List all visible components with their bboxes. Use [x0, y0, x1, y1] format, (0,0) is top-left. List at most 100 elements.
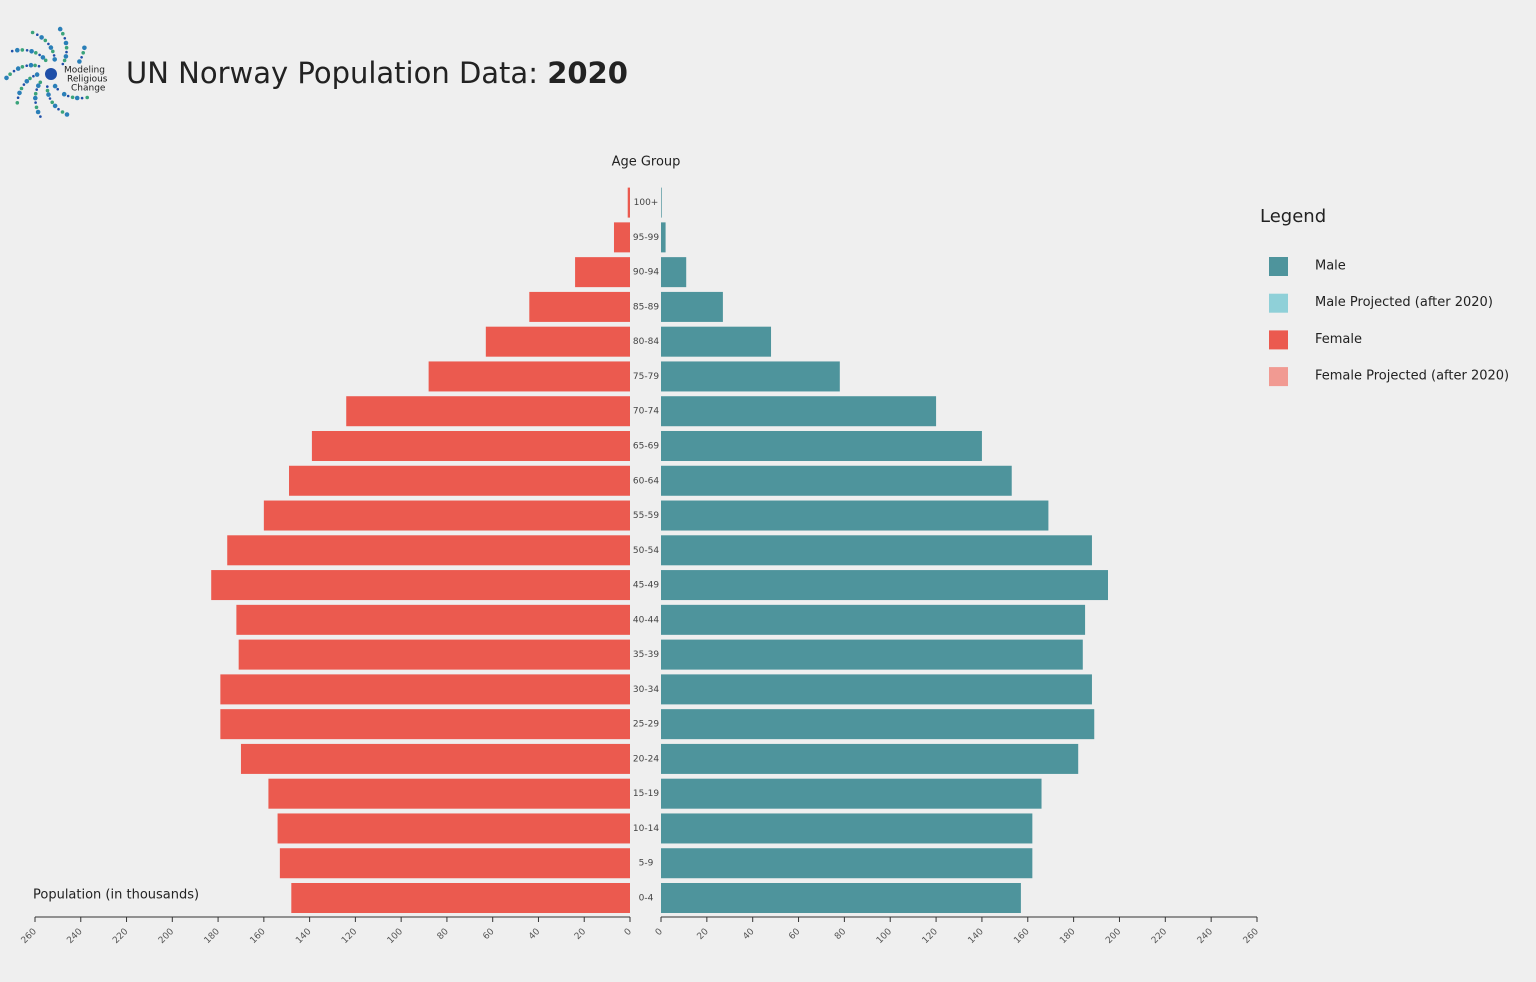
legend-swatch	[1269, 367, 1288, 387]
x-tick-label: 220	[111, 927, 130, 946]
logo-dot	[47, 42, 50, 46]
logo-dot	[74, 95, 80, 101]
logo-dot	[61, 91, 67, 97]
logo-dot	[46, 92, 51, 97]
bar	[661, 396, 937, 427]
bar	[428, 361, 630, 392]
logo-text: Religious	[67, 75, 108, 85]
logo-dot	[52, 103, 58, 109]
bar	[263, 500, 630, 531]
logo-dot	[20, 48, 25, 52]
x-tick-label: 240	[1196, 927, 1215, 946]
bar	[485, 326, 630, 357]
x-tick-label: 120	[340, 927, 359, 946]
logo-dot	[36, 33, 39, 36]
bar	[279, 848, 630, 879]
x-tick-label: 0	[623, 927, 634, 938]
logo-dot	[85, 95, 89, 100]
logo-dot	[30, 30, 35, 35]
logo-dot	[45, 88, 50, 93]
category-label: 55-59	[633, 511, 659, 521]
x-tick-label: 60	[787, 927, 802, 942]
logo-dot	[50, 100, 54, 105]
logo-dot	[22, 83, 26, 86]
category-label: 10-14	[633, 824, 659, 834]
logo-dot	[35, 88, 38, 91]
x-tick-label: 140	[294, 927, 313, 946]
category-label: 80-84	[633, 337, 659, 347]
category-label: 15-19	[633, 789, 659, 799]
logo-dot	[36, 83, 41, 88]
legend-swatch	[1269, 330, 1288, 350]
logo-dot	[52, 54, 56, 57]
logo-dot	[38, 53, 41, 57]
category-label: 30-34	[633, 685, 659, 695]
logo-dot	[17, 90, 22, 96]
logo-dot	[62, 58, 67, 63]
x-tick-label: 40	[527, 927, 542, 942]
legend-title: Legend	[1260, 206, 1326, 227]
logo-dot	[39, 35, 44, 40]
bar	[661, 604, 1086, 635]
x-tick-label: 220	[1150, 927, 1169, 946]
x-tick-label: 260	[1242, 927, 1261, 946]
legend-label: Male	[1315, 259, 1346, 274]
x-axis-label: Population (in thousands)	[33, 888, 199, 903]
logo-dot	[46, 85, 49, 88]
x-tick-label: 240	[65, 927, 84, 946]
logo-dot	[25, 49, 29, 52]
title-year: 2020	[547, 56, 628, 90]
y-axis-label: Age Group	[612, 155, 681, 170]
category-label: 95-99	[633, 233, 659, 243]
x-tick-label: 20	[696, 927, 711, 942]
logo-dot	[35, 109, 41, 115]
x-tick-label: 0	[654, 927, 665, 938]
logo-dot	[34, 101, 37, 104]
x-tick-label: 60	[481, 927, 496, 942]
bar	[661, 326, 772, 357]
logo-dot	[66, 94, 70, 98]
logo-dot	[25, 64, 29, 67]
bar	[661, 187, 662, 218]
x-tick-label: 80	[436, 927, 451, 942]
logo-dot	[65, 50, 68, 54]
x-tick-label: 200	[157, 927, 176, 946]
x-tick-label: 200	[1104, 927, 1123, 946]
logo-text: Modeling	[64, 66, 105, 76]
logo	[4, 26, 89, 118]
bar	[661, 430, 982, 461]
logo-dot	[37, 64, 41, 68]
bar	[661, 465, 1012, 496]
logo-dot	[60, 110, 65, 114]
logo-dot	[82, 45, 87, 51]
bar	[277, 813, 630, 844]
bar	[227, 535, 630, 566]
logo-dot	[80, 56, 83, 59]
legend-label: Female Projected (after 2020)	[1315, 369, 1509, 384]
logo-dot	[56, 87, 59, 91]
legend-swatch	[1269, 257, 1288, 276]
logo-dot	[38, 80, 43, 85]
bar	[661, 222, 666, 253]
logo-dot	[51, 49, 55, 54]
x-tick-label: 100	[386, 927, 405, 946]
bar	[661, 291, 723, 322]
bar	[661, 570, 1108, 601]
bar	[661, 883, 1021, 913]
bar	[661, 361, 840, 392]
category-label: 45-49	[633, 581, 659, 591]
logo-dot	[48, 97, 52, 100]
bar	[220, 709, 630, 740]
logo-dot	[34, 105, 39, 110]
logo-dot	[70, 95, 75, 100]
logo-dot	[63, 37, 67, 40]
bar	[627, 187, 630, 218]
bar	[661, 743, 1079, 774]
category-label: 60-64	[633, 476, 659, 486]
logo-dot	[4, 75, 9, 81]
logo-dot	[39, 115, 42, 118]
logo-dot	[24, 79, 30, 84]
category-label: 65-69	[633, 441, 659, 451]
x-tick-label: 180	[203, 927, 222, 946]
